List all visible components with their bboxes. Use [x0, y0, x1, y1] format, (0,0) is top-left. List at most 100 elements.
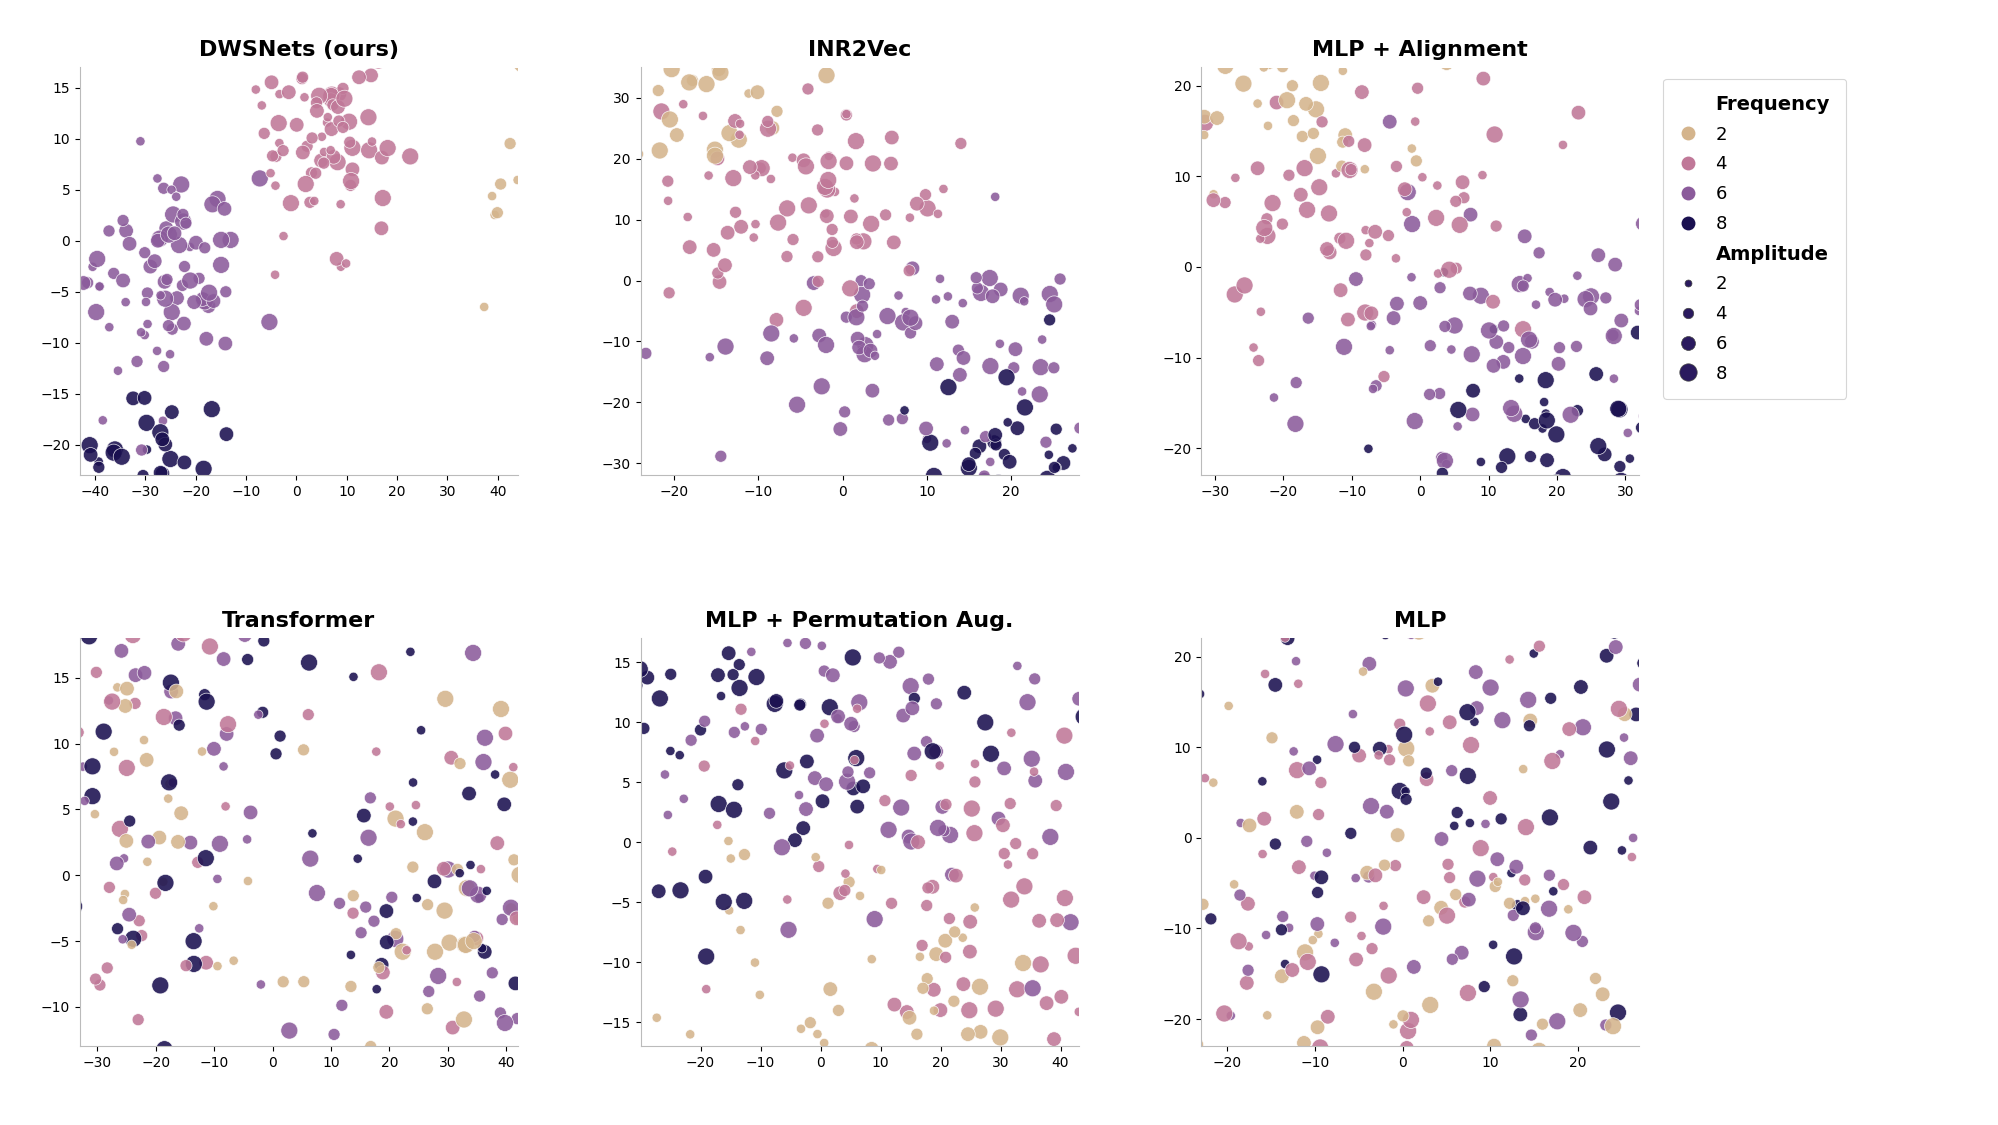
Point	[1546, 136, 1578, 154]
Point	[565, 609, 597, 627]
Point	[80, 664, 112, 682]
Point	[436, 749, 468, 767]
Point	[1674, 808, 1706, 826]
Point	[1017, 763, 1049, 781]
Point	[166, 176, 198, 194]
Point	[587, 162, 619, 180]
Point	[977, 482, 1009, 500]
Point	[1457, 381, 1489, 399]
Point	[126, 518, 158, 536]
Point	[338, 668, 370, 686]
Point	[1469, 814, 1500, 832]
Point	[541, 39, 573, 57]
Point	[1582, 438, 1614, 456]
Point	[1373, 740, 1405, 758]
Point	[294, 654, 326, 672]
Point	[1029, 784, 1061, 802]
Point	[306, 152, 338, 170]
Point	[296, 164, 328, 182]
Point	[963, 978, 995, 996]
Point	[1790, 730, 1822, 748]
Point	[148, 873, 180, 891]
Point	[1121, 130, 1153, 148]
Point	[144, 423, 176, 441]
Point	[1477, 357, 1508, 375]
Point	[1481, 850, 1512, 868]
Point	[144, 829, 176, 847]
Point	[1530, 1059, 1562, 1077]
Point	[1011, 693, 1043, 711]
Point	[1357, 380, 1389, 398]
Point	[1692, 754, 1724, 772]
Point	[1097, 849, 1129, 867]
Point	[0, 884, 30, 902]
Point	[126, 601, 158, 619]
Point	[1205, 0, 1237, 14]
Point	[1023, 386, 1055, 404]
Point	[1542, 745, 1574, 763]
Point	[1077, 476, 1109, 494]
Point	[1606, 729, 1638, 747]
Point	[160, 709, 192, 727]
Point	[1387, 726, 1419, 744]
Point	[1752, 512, 1784, 530]
Point	[1399, 412, 1431, 430]
Point	[583, 115, 615, 133]
Point	[1357, 572, 1389, 590]
Point	[839, 229, 871, 248]
Point	[999, 835, 1031, 853]
Point	[334, 112, 366, 130]
Point	[62, 723, 94, 741]
Point	[587, 832, 619, 850]
Point	[1055, 440, 1087, 458]
Point	[150, 435, 182, 453]
Point	[1251, 227, 1283, 245]
Point	[1005, 382, 1037, 400]
Point	[1437, 951, 1469, 969]
Point	[991, 856, 1023, 874]
Point	[1485, 458, 1516, 476]
Point	[156, 683, 188, 701]
Point	[715, 849, 747, 867]
Point	[1143, 467, 1175, 485]
Point	[1039, 420, 1071, 438]
Point	[1303, 178, 1335, 196]
Point	[1602, 400, 1634, 418]
Point	[1596, 327, 1628, 345]
Point	[1518, 474, 1550, 492]
Point	[581, 187, 613, 205]
Point	[300, 93, 332, 111]
Point	[847, 233, 879, 251]
Point	[194, 284, 226, 302]
Point	[210, 334, 242, 352]
Point	[458, 670, 490, 688]
Point	[470, 795, 501, 813]
Point	[176, 518, 208, 536]
Point	[346, 924, 378, 942]
Point	[771, 199, 803, 217]
Point	[1502, 552, 1534, 570]
Point	[0, 813, 2, 831]
Point	[104, 820, 136, 838]
Point	[48, 680, 80, 698]
Point	[1504, 1062, 1536, 1080]
Point	[811, 207, 843, 225]
Point	[1033, 1055, 1065, 1073]
Point	[609, 69, 641, 87]
Point	[64, 540, 96, 558]
Point	[1291, 832, 1323, 850]
Point	[905, 1112, 937, 1125]
Point	[719, 112, 751, 130]
Point	[1495, 864, 1526, 882]
Point	[1037, 359, 1069, 377]
Point	[1261, 93, 1293, 111]
Point	[1542, 505, 1574, 523]
Point	[1612, 772, 1644, 790]
Point	[154, 528, 186, 546]
Title: MLP + Permutation Aug.: MLP + Permutation Aug.	[705, 611, 1013, 631]
Point	[673, 1025, 705, 1043]
Point	[326, 1114, 358, 1125]
Point	[450, 936, 482, 954]
Point	[1574, 838, 1606, 856]
Point	[170, 956, 202, 974]
